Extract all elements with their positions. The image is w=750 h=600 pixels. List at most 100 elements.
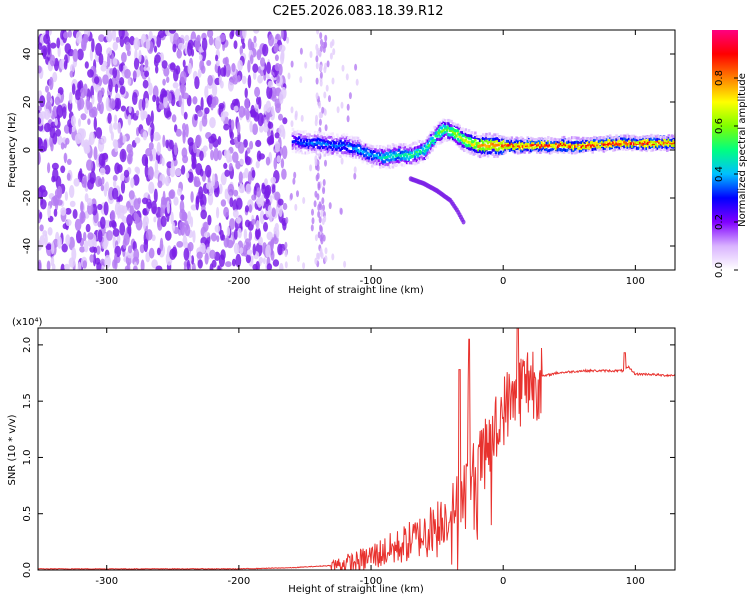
noise-blob xyxy=(43,139,48,152)
trace-cell xyxy=(356,148,360,152)
trace-cell xyxy=(664,142,667,146)
trace-cell xyxy=(604,142,607,146)
trace-cell xyxy=(366,161,369,165)
trace-cell xyxy=(326,142,330,146)
noise-blob xyxy=(129,205,134,216)
trace-cell xyxy=(577,146,580,150)
trace-cell xyxy=(367,146,371,150)
trace-cell xyxy=(321,132,325,136)
noise-blob xyxy=(217,265,221,270)
noise-blob xyxy=(153,216,157,223)
noise-blob xyxy=(112,41,119,51)
trace-cell xyxy=(390,158,393,162)
noise-blob xyxy=(232,98,239,106)
trace-cell xyxy=(528,146,531,150)
trace-cell xyxy=(523,143,526,147)
noise-blob xyxy=(148,247,155,259)
trace-cell xyxy=(612,143,615,147)
trace-cell xyxy=(298,147,301,150)
trace-cell xyxy=(486,151,490,155)
noise-blob xyxy=(278,44,286,53)
noise-blob xyxy=(74,218,82,231)
trace-cell xyxy=(455,134,458,138)
trace-cell xyxy=(364,153,368,157)
trace-cell xyxy=(386,152,390,156)
trace-cell xyxy=(394,164,398,167)
trace-cell xyxy=(578,149,582,153)
trace-cell xyxy=(328,131,331,135)
trace-cell xyxy=(474,138,477,142)
trace-cell xyxy=(612,148,615,152)
trace-cell xyxy=(298,144,301,148)
trace-cell xyxy=(580,149,583,152)
trace-cell xyxy=(543,144,547,148)
trace-cell xyxy=(470,140,474,144)
trace-cell xyxy=(543,140,547,144)
trace-cell xyxy=(372,161,376,164)
trace-cell xyxy=(421,151,425,155)
noise-blob xyxy=(207,192,214,206)
noise-blob xyxy=(212,138,219,148)
trace-cell xyxy=(315,132,318,136)
trace-cell xyxy=(570,145,574,149)
trace-cell xyxy=(628,136,631,140)
noise-blob xyxy=(299,47,303,55)
trace-cell xyxy=(540,136,544,140)
trace-cell xyxy=(537,148,541,152)
trace-cell xyxy=(547,141,550,145)
trace-cell xyxy=(669,144,672,148)
trace-cell xyxy=(380,163,384,167)
trace-cell xyxy=(656,144,659,148)
trace-cell xyxy=(526,148,529,152)
trace-cell xyxy=(394,160,398,164)
noise-blob xyxy=(132,70,137,79)
noise-blob xyxy=(162,78,166,86)
trace-cell xyxy=(399,151,403,155)
trace-cell xyxy=(545,143,548,147)
trace-cell xyxy=(501,137,504,141)
trace-cell xyxy=(342,133,345,137)
trace-cell xyxy=(583,140,586,144)
trace-cell xyxy=(547,149,550,153)
trace-cell xyxy=(364,157,368,161)
trace-cell xyxy=(458,124,461,128)
trace-cell xyxy=(386,158,390,162)
trace-cell xyxy=(439,141,442,145)
noise-blob xyxy=(190,204,198,211)
trace-cell xyxy=(458,139,461,143)
y-tick-label: 0.5 xyxy=(22,506,33,522)
trace-cell xyxy=(461,144,464,148)
trace-cell xyxy=(588,146,591,150)
trace-cell xyxy=(599,136,602,139)
trace-cell xyxy=(345,142,349,146)
noise-blob xyxy=(329,41,333,49)
trace-cell xyxy=(383,149,387,153)
trace-cell xyxy=(469,141,472,145)
trace-cell xyxy=(425,145,428,149)
trace-cell xyxy=(647,147,650,151)
trace-cell xyxy=(436,127,439,131)
noise-blob xyxy=(71,247,77,262)
noise-blob xyxy=(256,96,260,105)
noise-blob xyxy=(204,85,209,99)
noise-blob xyxy=(109,122,113,134)
x-tick-label: -100 xyxy=(360,276,383,287)
trace-cell xyxy=(650,137,653,141)
trace-cell xyxy=(643,138,647,142)
trace-cell xyxy=(620,144,623,148)
trace-cell xyxy=(564,139,567,143)
trace-cell xyxy=(448,119,452,123)
trace-cell xyxy=(325,137,328,141)
noise-blob xyxy=(251,194,257,201)
trace-cell xyxy=(593,141,596,145)
noise-blob xyxy=(317,252,321,260)
trace-cell xyxy=(367,160,371,164)
trace-cell xyxy=(550,141,553,144)
y-tick-label: 40 xyxy=(22,48,33,61)
noise-blob xyxy=(223,123,230,131)
noise-blob xyxy=(144,70,150,78)
trace-cell xyxy=(348,142,352,146)
noise-blob xyxy=(89,171,96,184)
noise-blob xyxy=(116,164,123,173)
noise-blob xyxy=(233,229,238,240)
